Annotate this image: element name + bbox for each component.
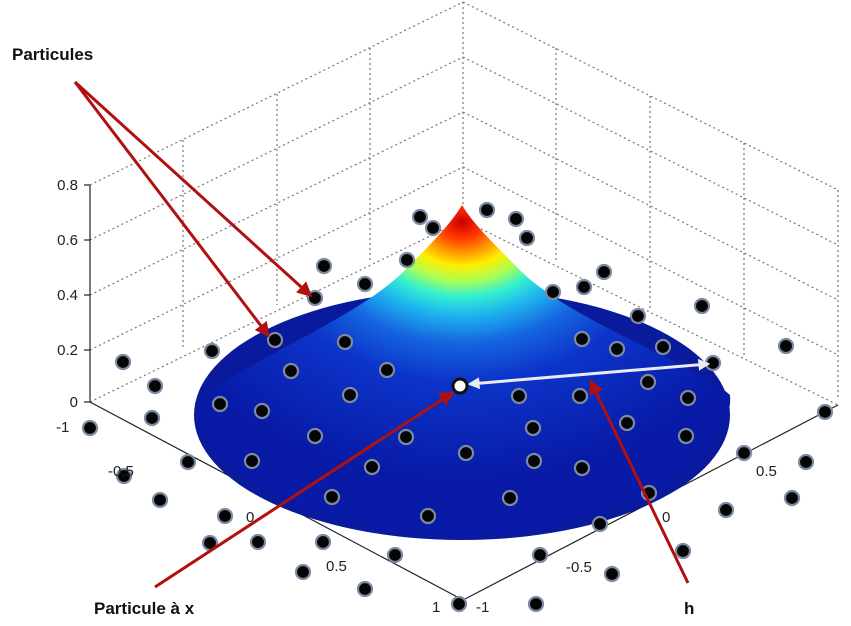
particle-marker — [457, 444, 475, 462]
particle-marker — [81, 419, 99, 437]
particle-marker — [356, 275, 374, 293]
particle-marker — [717, 501, 735, 519]
particle-marker — [603, 565, 621, 583]
z-tick-label: 0.6 — [57, 232, 78, 249]
h-label: h — [684, 599, 694, 618]
right-tick-label: 0 — [662, 509, 670, 526]
z-tick-label: 0 — [70, 394, 78, 411]
particle-marker — [419, 507, 437, 525]
left-tick-label: 0.5 — [326, 558, 347, 575]
right-axis-ticks: -1 -0.5 0 0.5 — [476, 463, 777, 616]
particle-marker — [114, 353, 132, 371]
particle-marker — [306, 427, 324, 445]
particle-marker — [397, 428, 415, 446]
grid-lines — [89, 1, 839, 406]
particle-marker — [203, 342, 221, 360]
particle-marker — [629, 307, 647, 325]
particle-marker — [336, 333, 354, 351]
particle-marker — [341, 386, 359, 404]
particle-marker — [544, 283, 562, 301]
particle-marker — [386, 546, 404, 564]
particle-marker — [518, 229, 536, 247]
particles — [81, 201, 834, 613]
particle-marker — [314, 533, 332, 551]
particle-marker — [115, 467, 133, 485]
particle-marker — [507, 210, 525, 228]
particle-marker — [315, 257, 333, 275]
particle-marker — [527, 595, 545, 613]
particle-marker — [450, 595, 468, 613]
particle-marker — [323, 488, 341, 506]
particle-marker — [677, 427, 695, 445]
z-axis-ticks: 0.8 0.6 0.4 0.2 0 — [57, 177, 78, 411]
particle-marker — [253, 402, 271, 420]
particle-marker — [524, 419, 542, 437]
annotation-arrows — [73, 80, 690, 589]
particle-marker — [797, 453, 815, 471]
left-axis-ticks: -1 -0.5 0 0.5 1 — [56, 419, 440, 616]
particle-marker — [179, 453, 197, 471]
particle-marker — [282, 362, 300, 380]
left-tick-label: -0.5 — [108, 463, 134, 480]
kernel-surface — [194, 205, 731, 540]
right-tick-label: 0.5 — [756, 463, 777, 480]
particle-marker — [735, 444, 753, 462]
particle-at-x — [451, 377, 469, 395]
particle-marker — [777, 337, 795, 355]
particle-marker — [294, 563, 312, 581]
particle-marker — [654, 338, 672, 356]
particle-marker — [249, 533, 267, 551]
particle-at-x-label: Particule à x — [94, 599, 195, 618]
particle-marker — [693, 297, 711, 315]
particle-marker — [704, 354, 722, 372]
particle-marker — [639, 373, 657, 391]
particle-marker — [608, 340, 626, 358]
kernel-cone — [195, 205, 731, 538]
particle-marker — [571, 387, 589, 405]
particle-marker — [783, 489, 801, 507]
particle-marker — [525, 452, 543, 470]
particle-marker — [151, 491, 169, 509]
right-tick-label: -1 — [476, 599, 489, 616]
h-distance-arrow — [467, 358, 711, 390]
particle-marker — [356, 580, 374, 598]
particle-marker — [398, 251, 416, 269]
particles-label: Particules — [12, 45, 93, 64]
left-tick-label: 1 — [432, 599, 440, 616]
left-tick-label: 0 — [246, 509, 254, 526]
particle-marker — [573, 330, 591, 348]
particle-marker — [816, 403, 834, 421]
particle-marker — [573, 459, 591, 477]
z-tick-label: 0.2 — [57, 342, 78, 359]
particle-marker — [266, 331, 284, 349]
left-tick-label: -1 — [56, 419, 69, 436]
particle-marker — [211, 395, 229, 413]
z-tick-label: 0.4 — [57, 287, 78, 304]
particle-marker — [143, 409, 161, 427]
particle-marker — [595, 263, 613, 281]
particle-marker — [531, 546, 549, 564]
particle-marker — [411, 208, 429, 226]
particle-marker — [424, 219, 442, 237]
particle-marker — [378, 361, 396, 379]
particle-marker — [501, 489, 519, 507]
z-tick-label: 0.8 — [57, 177, 78, 194]
particle-marker — [243, 452, 261, 470]
particle-marker — [591, 515, 609, 533]
particle-marker — [618, 414, 636, 432]
particle-marker — [674, 542, 692, 560]
particle-marker — [510, 387, 528, 405]
particle-marker — [575, 278, 593, 296]
right-tick-label: -0.5 — [566, 559, 592, 576]
particle-marker — [216, 507, 234, 525]
particle-marker — [146, 377, 164, 395]
particle-marker — [679, 389, 697, 407]
particle-marker — [478, 201, 496, 219]
particle-marker — [363, 458, 381, 476]
